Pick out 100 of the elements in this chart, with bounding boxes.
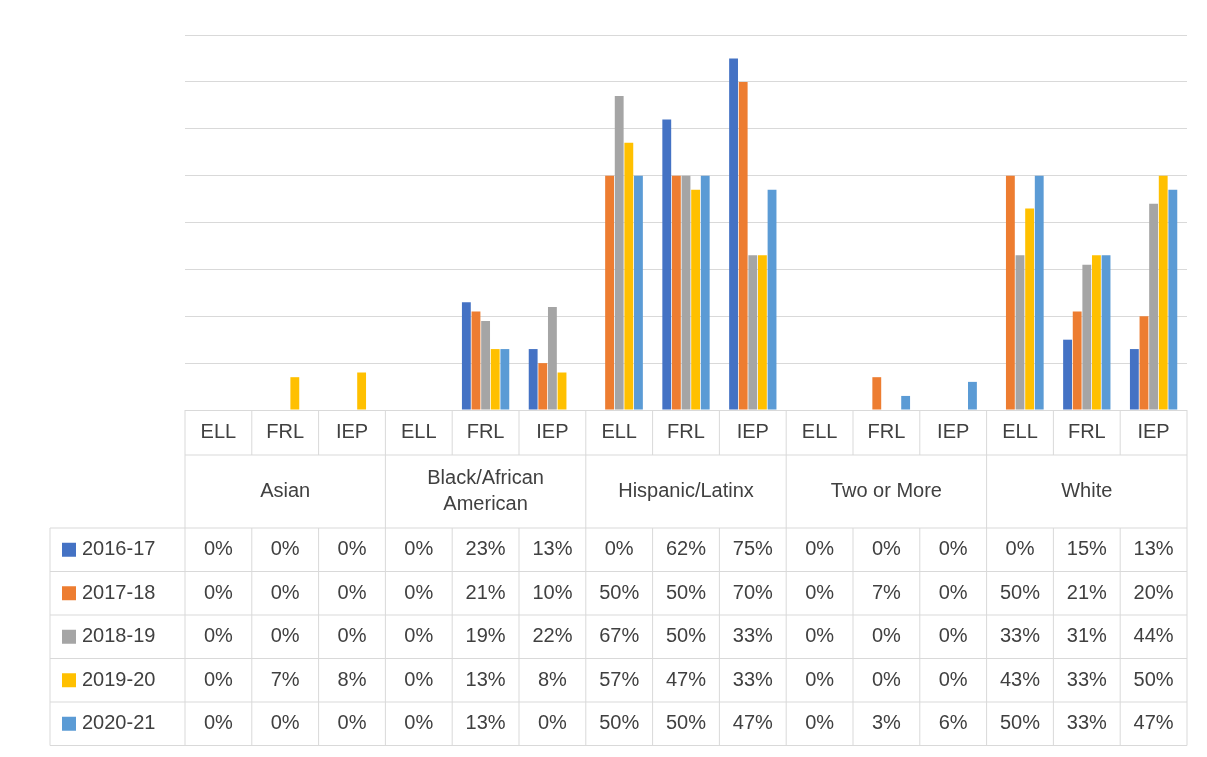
bar: [767, 189, 777, 410]
x-tick-label: IEP: [736, 420, 769, 443]
bar: [748, 255, 758, 410]
bar: [1082, 264, 1092, 410]
bar: [624, 142, 634, 410]
data-label: 20%: [1133, 580, 1174, 603]
legend-label: 2018-19: [82, 624, 156, 647]
data-label: 0%: [203, 667, 234, 690]
bar: [490, 349, 500, 410]
data-label: 50%: [599, 711, 640, 734]
bar: [1158, 175, 1168, 410]
bar: [500, 349, 510, 410]
data-label: 7%: [270, 667, 300, 690]
bar: [671, 175, 681, 410]
legend-label: 2016-17: [82, 537, 156, 560]
bar: [1139, 316, 1149, 410]
data-label: 31%: [1066, 624, 1108, 647]
bar: [357, 372, 367, 410]
x-tick-label: FRL: [867, 420, 906, 443]
x-tick-label: ELL: [801, 420, 838, 443]
data-label: 62%: [665, 537, 707, 560]
data-label: 22%: [532, 624, 573, 647]
data-label: 7%: [871, 580, 902, 603]
data-label: 0%: [270, 711, 300, 734]
text: White: [1061, 479, 1113, 502]
data-label: 15%: [1066, 537, 1108, 560]
data-label: 0%: [871, 667, 902, 690]
data-label: 13%: [1133, 537, 1174, 560]
data-label: 0%: [938, 537, 968, 560]
data-label: 75%: [732, 537, 774, 560]
bar: [1149, 203, 1159, 410]
data-label: 0%: [404, 711, 434, 734]
legend-label: 2020-21: [82, 711, 156, 734]
data-label: 0%: [337, 537, 367, 560]
x-tick-label: ELL: [200, 420, 237, 443]
bar: [1015, 255, 1025, 410]
text: Hispanic/Latinx: [618, 479, 754, 502]
data-label: 0%: [203, 537, 234, 560]
data-label: 0%: [270, 537, 300, 560]
data-label: 43%: [999, 667, 1041, 690]
bar: [757, 255, 767, 410]
bar: [901, 395, 911, 410]
bar: [729, 58, 738, 410]
data-label: 0%: [938, 624, 968, 647]
data-label: 50%: [665, 624, 707, 647]
legend-label: 2019-20: [82, 667, 156, 690]
bar: [700, 175, 710, 410]
data-label: 57%: [599, 667, 640, 690]
data-label: 50%: [665, 580, 707, 603]
data-label: 19%: [465, 624, 506, 647]
data-label: 0%: [404, 580, 434, 603]
bar: [1025, 208, 1035, 410]
x-tick-label: IEP: [937, 420, 970, 443]
text: Two or More: [830, 479, 942, 502]
x-tick-label: IEP: [1137, 420, 1170, 443]
bar: [634, 175, 643, 410]
x-tick-label: ELL: [1002, 420, 1038, 443]
x-tick-label: FRL: [1067, 420, 1106, 443]
data-label: 0%: [203, 624, 234, 647]
data-label: 0%: [1005, 537, 1035, 560]
bar: [968, 381, 977, 410]
data-label: 6%: [938, 711, 968, 734]
data-label: 0%: [537, 711, 568, 734]
bar: [662, 119, 672, 410]
data-label: 50%: [999, 580, 1041, 603]
data-label: 0%: [270, 580, 300, 603]
legend-label: 2017-18: [82, 580, 156, 603]
data-label: 67%: [599, 624, 640, 647]
data-label: 0%: [337, 580, 367, 603]
data-label: 0%: [404, 624, 434, 647]
data-label: 8%: [337, 667, 367, 690]
data-label: 0%: [805, 537, 835, 560]
bar: [1168, 189, 1178, 410]
data-label: 0%: [337, 711, 367, 734]
bar: [872, 377, 882, 410]
data-label: 23%: [465, 537, 506, 560]
bar: [691, 189, 701, 410]
data-label: 33%: [1066, 711, 1108, 734]
x-tick-label: ELL: [601, 420, 637, 443]
bar: [681, 175, 691, 410]
data-label: 0%: [270, 624, 300, 647]
bar: [1034, 175, 1044, 410]
data-label: 0%: [805, 667, 835, 690]
data-label: 0%: [871, 624, 902, 647]
data-label: 13%: [532, 537, 573, 560]
text: Black/African American: [427, 466, 544, 515]
bar: [481, 320, 491, 410]
data-label: 0%: [337, 624, 367, 647]
data-label: 13%: [465, 667, 506, 690]
data-label: 70%: [732, 580, 774, 603]
data-label: 0%: [404, 667, 434, 690]
text: Asian: [260, 479, 311, 502]
x-tick-label: ELL: [401, 420, 437, 443]
bar: [547, 306, 557, 410]
data-label: 44%: [1133, 624, 1174, 647]
bar: [605, 175, 615, 410]
data-label: 0%: [203, 580, 234, 603]
x-tick-label: IEP: [536, 420, 569, 443]
data-label: 21%: [465, 580, 506, 603]
x-tick-label: FRL: [466, 420, 505, 443]
